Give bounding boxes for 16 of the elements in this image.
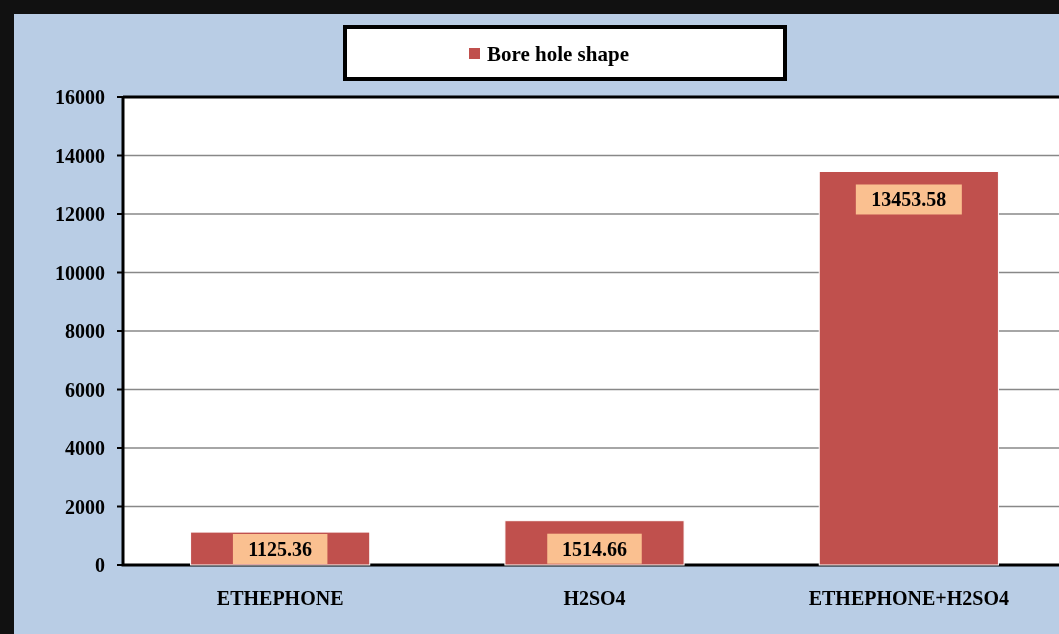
- data-label: 1125.36: [248, 538, 313, 560]
- y-tick-label: 14000: [55, 144, 105, 167]
- x-tick-label: ETHEPHONE+H2SO4: [808, 587, 1009, 609]
- legend-label: Bore hole shape: [487, 42, 629, 66]
- x-tick-label: ETHEPHONE: [216, 587, 344, 609]
- data-label: 13453.58: [871, 188, 947, 211]
- y-tick-label: 0: [95, 554, 105, 576]
- y-tick-label: 2000: [65, 495, 105, 518]
- y-tick-label: 10000: [55, 261, 105, 284]
- y-tick-label: 4000: [65, 437, 105, 459]
- x-tick-label: H2SO4: [563, 587, 626, 609]
- y-tick-label: 16000: [55, 86, 105, 108]
- y-tick-label: 12000: [55, 203, 105, 225]
- y-tick-label: 8000: [65, 320, 105, 342]
- data-label: 1514.66: [562, 537, 627, 560]
- y-tick-label: 6000: [65, 378, 105, 401]
